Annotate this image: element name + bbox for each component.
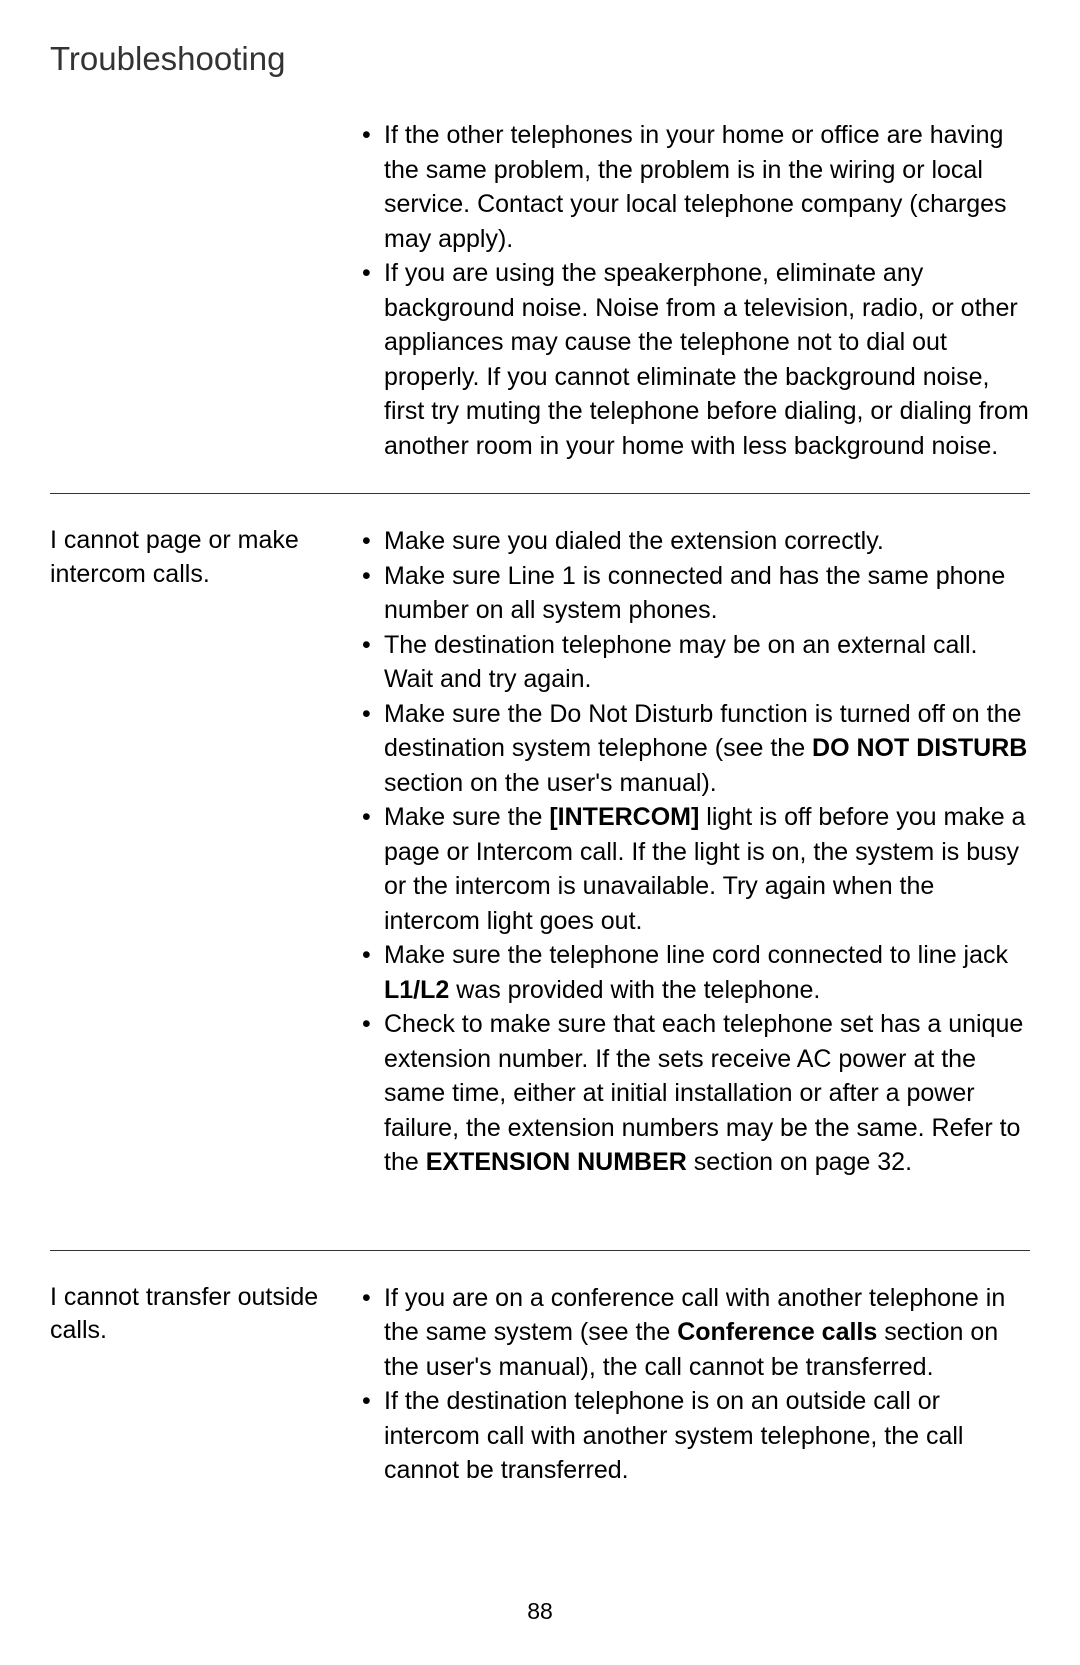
solution-item: If the other telephones in your home or … <box>360 118 1030 256</box>
text-run: section on the user's manual). <box>384 769 717 797</box>
solution-item: Make sure the Do Not Disturb function is… <box>360 697 1030 801</box>
page-number: 88 <box>0 1598 1080 1625</box>
troubleshooting-section: I cannot page or make intercom calls. Mak… <box>50 524 1030 1251</box>
problem-label: I cannot page or make intercom calls. <box>50 524 340 592</box>
solution-item: Make sure you dialed the extension corre… <box>360 524 1030 559</box>
solution-list: If the other telephones in your home or … <box>360 118 1030 463</box>
problem-column <box>50 118 360 463</box>
solution-item: Make sure the [INTERCOM] light is off be… <box>360 800 1030 938</box>
solution-column: If the other telephones in your home or … <box>360 118 1030 463</box>
problem-column: I cannot page or make intercom calls. <box>50 524 360 1180</box>
solution-list: Make sure you dialed the extension corre… <box>360 524 1030 1180</box>
bold-text: L1/L2 <box>384 976 449 1004</box>
troubleshooting-section: If the other telephones in your home or … <box>50 118 1030 494</box>
solution-item: The destination telephone may be on an e… <box>360 628 1030 697</box>
text-run: Make sure the telephone line cord connec… <box>384 941 1008 969</box>
page-title: Troubleshooting <box>50 40 1030 78</box>
bold-text: EXTENSION NUMBER <box>426 1148 687 1176</box>
solution-item: Make sure the telephone line cord connec… <box>360 938 1030 1007</box>
problem-label: I cannot transfer outside calls. <box>50 1281 340 1349</box>
bold-text: DO NOT DISTURB <box>812 734 1027 762</box>
bold-text: Conference calls <box>677 1318 877 1346</box>
troubleshooting-section: I cannot transfer outside calls. If you a… <box>50 1281 1030 1518</box>
solution-column: If you are on a conference call with ano… <box>360 1281 1030 1488</box>
text-run: Make sure the <box>384 803 549 831</box>
solution-item: Make sure Line 1 is connected and has th… <box>360 559 1030 628</box>
solution-item: Check to make sure that each telephone s… <box>360 1007 1030 1180</box>
text-run: was provided with the telephone. <box>449 976 820 1004</box>
solution-column: Make sure you dialed the extension corre… <box>360 524 1030 1180</box>
bold-text: [INTERCOM] <box>549 803 699 831</box>
solution-item: If you are using the speakerphone, elimi… <box>360 256 1030 463</box>
solution-item: If you are on a conference call with ano… <box>360 1281 1030 1385</box>
solution-item: If the destination telephone is on an ou… <box>360 1384 1030 1488</box>
problem-column: I cannot transfer outside calls. <box>50 1281 360 1488</box>
troubleshooting-sections: If the other telephones in your home or … <box>50 118 1030 1518</box>
text-run: section on page 32. <box>687 1148 912 1176</box>
solution-list: If you are on a conference call with ano… <box>360 1281 1030 1488</box>
